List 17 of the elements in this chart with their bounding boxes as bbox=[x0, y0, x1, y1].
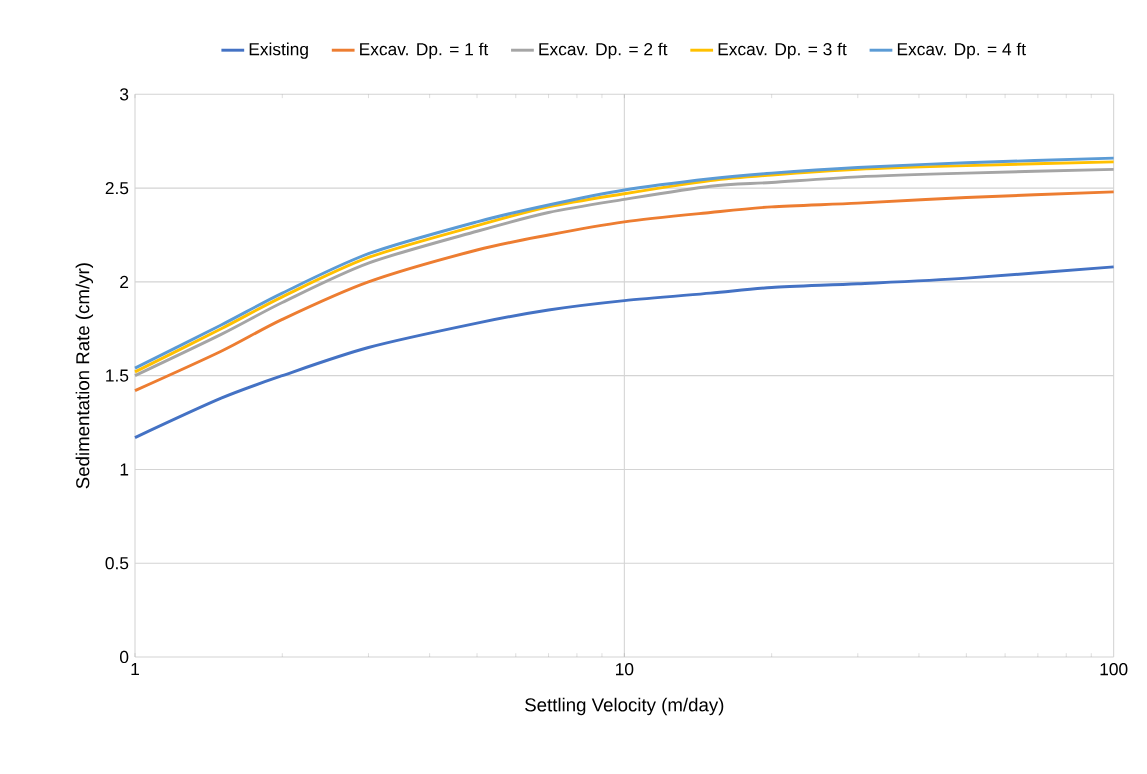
y-tick-label: 1 bbox=[120, 463, 129, 476]
y-tick-label: 1.5 bbox=[106, 369, 129, 382]
y-tick-label: 0.5 bbox=[105, 557, 129, 570]
y-tick-label: 2 bbox=[120, 275, 129, 288]
legend-label: Existing bbox=[249, 42, 308, 59]
legend-label: Excav. Dp. = 1 ft bbox=[360, 42, 489, 59]
x-axis-title: Settling Velocity (m/day) bbox=[525, 697, 724, 716]
x-tick-label: 100 bbox=[1100, 663, 1128, 676]
x-tick-label: 10 bbox=[616, 663, 634, 676]
y-tick-label: 2.5 bbox=[105, 181, 129, 195]
legend-label: Excav. Dp. = 4 ft bbox=[897, 42, 1026, 59]
y-tick-label: 3 bbox=[119, 88, 129, 101]
legend-label: Excav. Dp. = 3 ft bbox=[718, 42, 847, 59]
y-tick-label: 0 bbox=[119, 650, 129, 664]
y-axis-title: Sedimentation Rate (cm/yr) bbox=[75, 263, 94, 489]
legend-label: Excav. Dp. = 2 ft bbox=[539, 42, 668, 59]
x-tick-label: 1 bbox=[131, 663, 139, 675]
